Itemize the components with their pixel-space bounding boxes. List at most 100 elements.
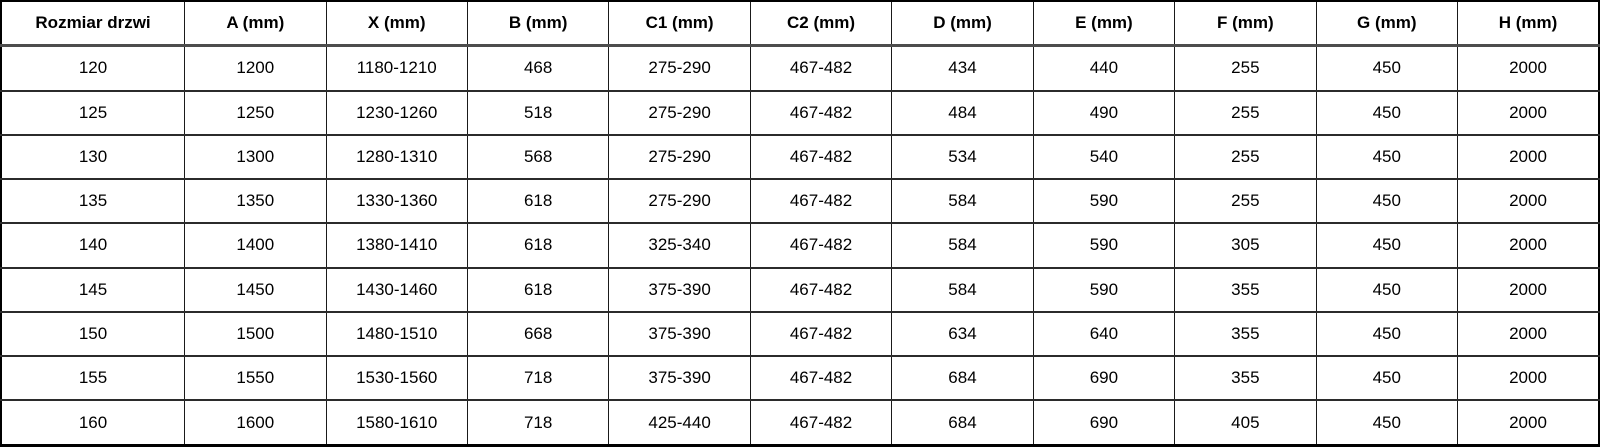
table-cell: 690 xyxy=(1032,399,1176,447)
table-cell: 718 xyxy=(466,399,610,447)
table-cell: 590 xyxy=(1032,266,1176,313)
column-header: G (mm) xyxy=(1315,0,1459,47)
table-cell: 1380-1410 xyxy=(325,222,468,269)
table-cell: 405 xyxy=(1174,399,1317,447)
table-row: 160 1600 1580-1610 718 425-440 467-482 684 690 4… xyxy=(0,399,1600,447)
table-row: 150 1500 1480-1510 668 375-390 467-482 634 640 3… xyxy=(0,310,1600,358)
table-cell: 568 xyxy=(466,133,610,181)
column-header: E (mm) xyxy=(1032,0,1176,47)
table-cell: 140 xyxy=(0,222,186,269)
table-row: 125 1250 1230-1260 518 275-290 467-482 484 490 2… xyxy=(0,89,1600,136)
table-row: 130 1300 1280-1310 568 275-290 467-482 534 540 2… xyxy=(0,133,1600,181)
table-cell: 640 xyxy=(1032,310,1176,358)
table-cell: 130 xyxy=(0,133,186,181)
column-header: C1 (mm) xyxy=(608,0,751,47)
table-cell: 255 xyxy=(1174,44,1317,92)
table-header: Rozmiar drzwi A (mm) X (mm) B (mm) C1 (mm) C2… xyxy=(0,0,1600,47)
table-cell: 1450 xyxy=(184,266,327,313)
table-cell: 690 xyxy=(1032,355,1176,402)
table-cell: 1400 xyxy=(184,222,327,269)
table-cell: 467-482 xyxy=(749,266,893,313)
column-header: A (mm) xyxy=(184,0,327,47)
table-cell: 668 xyxy=(466,310,610,358)
table-cell: 275-290 xyxy=(608,89,751,136)
table-cell: 375-390 xyxy=(608,310,751,358)
table-cell: 1300 xyxy=(184,133,327,181)
table-cell: 1600 xyxy=(184,399,327,447)
table-cell: 467-482 xyxy=(749,44,893,92)
table-cell: 2000 xyxy=(1457,222,1600,269)
column-header: F (mm) xyxy=(1174,0,1317,47)
table-cell: 718 xyxy=(466,355,610,402)
table-cell: 2000 xyxy=(1457,355,1600,402)
table-cell: 450 xyxy=(1315,399,1459,447)
table-cell: 467-482 xyxy=(749,178,893,225)
column-header: D (mm) xyxy=(891,0,1034,47)
table-cell: 425-440 xyxy=(608,399,751,447)
table-cell: 450 xyxy=(1315,178,1459,225)
table-cell: 684 xyxy=(891,399,1034,447)
table-cell: 275-290 xyxy=(608,178,751,225)
table-cell: 484 xyxy=(891,89,1034,136)
table-cell: 160 xyxy=(0,399,186,447)
table-cell: 1200 xyxy=(184,44,327,92)
table-cell: 1530-1560 xyxy=(325,355,468,402)
table-row: 155 1550 1530-1560 718 375-390 467-482 684 690 3… xyxy=(0,355,1600,402)
table-cell: 325-340 xyxy=(608,222,751,269)
table-cell: 255 xyxy=(1174,89,1317,136)
table-cell: 450 xyxy=(1315,133,1459,181)
table-cell: 2000 xyxy=(1457,133,1600,181)
table-cell: 135 xyxy=(0,178,186,225)
table-cell: 1550 xyxy=(184,355,327,402)
table-body: 120 1200 1180-1210 468 275-290 467-482 434 440 2… xyxy=(0,44,1600,447)
table-cell: 467-482 xyxy=(749,310,893,358)
table-cell: 434 xyxy=(891,44,1034,92)
table-cell: 255 xyxy=(1174,133,1317,181)
table-row: 140 1400 1380-1410 618 325-340 467-482 584 590 3… xyxy=(0,222,1600,269)
column-header: B (mm) xyxy=(466,0,610,47)
table-cell: 450 xyxy=(1315,44,1459,92)
table-cell: 618 xyxy=(466,266,610,313)
table-cell: 590 xyxy=(1032,178,1176,225)
table-cell: 467-482 xyxy=(749,133,893,181)
table-cell: 2000 xyxy=(1457,178,1600,225)
table-cell: 2000 xyxy=(1457,266,1600,313)
table-cell: 618 xyxy=(466,222,610,269)
table-cell: 1500 xyxy=(184,310,327,358)
table-cell: 2000 xyxy=(1457,44,1600,92)
table-cell: 467-482 xyxy=(749,355,893,402)
table-cell: 450 xyxy=(1315,222,1459,269)
table-cell: 305 xyxy=(1174,222,1317,269)
column-header: H (mm) xyxy=(1457,0,1600,47)
table-cell: 355 xyxy=(1174,266,1317,313)
table-cell: 540 xyxy=(1032,133,1176,181)
table-cell: 534 xyxy=(891,133,1034,181)
table-cell: 155 xyxy=(0,355,186,402)
table-cell: 450 xyxy=(1315,355,1459,402)
table-cell: 584 xyxy=(891,222,1034,269)
header-row: Rozmiar drzwi A (mm) X (mm) B (mm) C1 (mm) C2… xyxy=(0,0,1600,47)
table-cell: 590 xyxy=(1032,222,1176,269)
table-cell: 1330-1360 xyxy=(325,178,468,225)
column-header: C2 (mm) xyxy=(749,0,893,47)
table-cell: 518 xyxy=(466,89,610,136)
table-cell: 1430-1460 xyxy=(325,266,468,313)
table-cell: 467-482 xyxy=(749,89,893,136)
table-cell: 490 xyxy=(1032,89,1176,136)
table-cell: 440 xyxy=(1032,44,1176,92)
table-cell: 1180-1210 xyxy=(325,44,468,92)
table-cell: 120 xyxy=(0,44,186,92)
table-cell: 125 xyxy=(0,89,186,136)
table-cell: 1480-1510 xyxy=(325,310,468,358)
table-cell: 1350 xyxy=(184,178,327,225)
table-cell: 375-390 xyxy=(608,266,751,313)
table-cell: 2000 xyxy=(1457,399,1600,447)
table-cell: 355 xyxy=(1174,310,1317,358)
table-cell: 1250 xyxy=(184,89,327,136)
table-row: 145 1450 1430-1460 618 375-390 467-482 584 590 3… xyxy=(0,266,1600,313)
table-cell: 275-290 xyxy=(608,44,751,92)
table-cell: 450 xyxy=(1315,310,1459,358)
table-cell: 375-390 xyxy=(608,355,751,402)
